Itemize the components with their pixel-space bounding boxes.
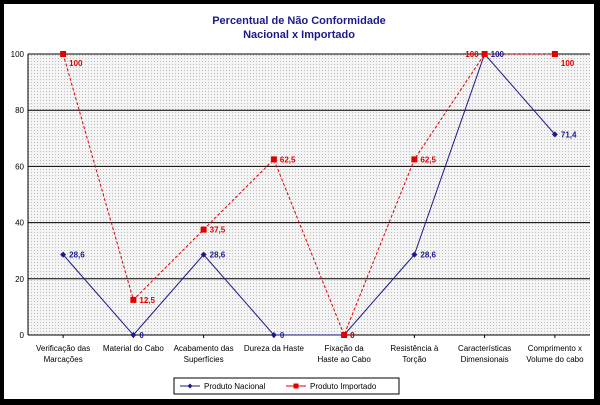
- data-label: 28,6: [420, 251, 436, 260]
- series-line-1: [62, 53, 555, 337]
- x-tick-label: Torção: [402, 355, 427, 364]
- x-tick-label: Acabamento das: [174, 344, 234, 353]
- y-tick-label: 60: [15, 162, 24, 171]
- data-label: 71,4: [561, 130, 577, 139]
- data-point-nacional: [411, 251, 418, 258]
- x-tick-label: Verificação das: [36, 344, 90, 353]
- y-axis: 0 20 40 60 80 100: [11, 50, 25, 340]
- data-point-nacional: [130, 332, 137, 338]
- y-tick-label: 40: [15, 219, 24, 228]
- legend-marker-nacional: [187, 383, 193, 389]
- legend: Produto Nacional Produto Importado: [173, 377, 400, 395]
- y-tick-label: 80: [15, 106, 24, 115]
- data-label: 0: [350, 331, 355, 340]
- x-tick-label: Haste ao Cabo: [317, 355, 371, 364]
- data-label: 28,6: [69, 251, 85, 260]
- chart-title-line-1: Percentual de Não Conformidade: [212, 15, 386, 27]
- data-label: 100: [561, 59, 575, 68]
- gridlines: [27, 53, 590, 336]
- chart-frame: Percentual de Não Conformidade Nacional …: [4, 4, 594, 399]
- x-tick-label: Volume do cabo: [526, 355, 584, 364]
- x-tick-label: Dimensionais: [461, 355, 509, 364]
- data-label: 28,6: [210, 251, 226, 260]
- legend-label-importado: Produto Importado: [310, 382, 377, 391]
- y-tick-label: 100: [11, 50, 25, 59]
- data-point-importado: [60, 51, 67, 57]
- legend-label-nacional: Produto Nacional: [204, 382, 266, 391]
- data-point-importado: [481, 51, 488, 57]
- x-tick-label: Dureza da Haste: [244, 344, 305, 353]
- data-point-importado: [270, 156, 277, 163]
- data-point-nacional: [60, 251, 67, 258]
- data-point-nacional: [270, 332, 277, 338]
- data-label: 37,5: [210, 226, 226, 235]
- data-point-importado: [411, 156, 418, 163]
- data-label: 0: [139, 331, 144, 340]
- data-point-importado: [200, 226, 207, 233]
- x-tick-label: Superfícies: [184, 355, 224, 364]
- x-tick-label: Resistência à: [390, 344, 439, 353]
- x-tick-label: Comprimento x: [528, 344, 582, 353]
- x-tick-label: Características: [458, 344, 511, 353]
- data-point-nacional: [200, 251, 207, 258]
- data-label: 62,5: [420, 155, 436, 164]
- data-point-importado: [130, 296, 137, 303]
- x-tick-label: Material do Cabo: [103, 344, 164, 353]
- series-line-0: [62, 53, 556, 336]
- y-tick-label: 20: [15, 275, 24, 284]
- data-label: 0: [280, 331, 285, 340]
- x-tick-label: Marcações: [44, 355, 83, 364]
- chart-title-line-2: Nacional x Importado: [243, 29, 355, 41]
- x-tick-label: Fixação da: [325, 344, 365, 353]
- data-point-importado: [341, 332, 348, 338]
- data-label: 62,5: [280, 155, 296, 164]
- x-axis: Verificação das Marcações Material do Cabo…: [36, 335, 584, 364]
- chart: Percentual de Não Conformidade Nacional …: [11, 15, 590, 395]
- data-point-nacional: [551, 131, 558, 138]
- data-label: 12,5: [139, 296, 155, 305]
- data-label: 100: [69, 59, 83, 68]
- series-layer: [60, 51, 558, 338]
- y-tick-label: 0: [20, 331, 25, 340]
- legend-marker-importado: [293, 383, 299, 389]
- plot-area: [28, 54, 590, 335]
- data-label: 100: [465, 50, 479, 59]
- data-label: 100: [491, 50, 505, 59]
- data-label: 0: [350, 331, 355, 340]
- data-point-importado: [551, 51, 558, 57]
